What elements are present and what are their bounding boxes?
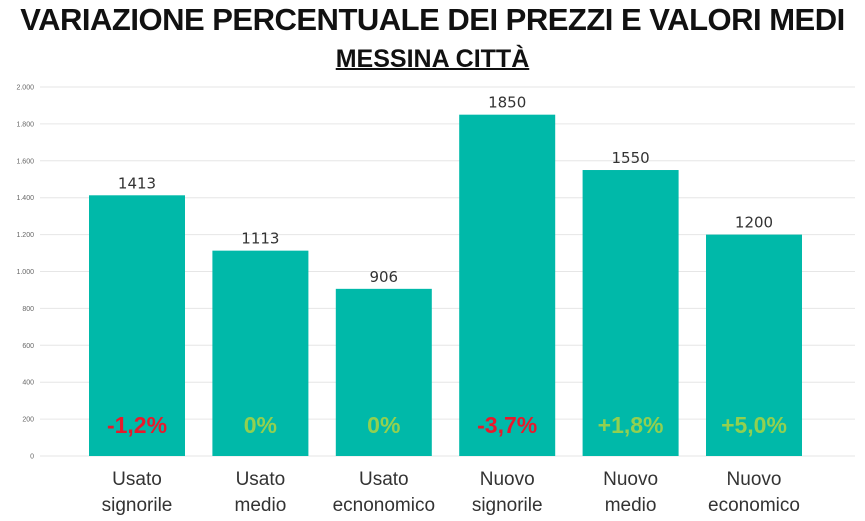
percent-change-label: -1,2% [107,412,167,438]
bar [89,195,185,456]
percent-change-label: -3,7% [477,412,537,438]
percent-change-label: 0% [367,412,400,438]
category-label: Nuovo [480,469,535,490]
y-tick-label: 400 [22,380,34,387]
y-tick-label: 2.000 [16,85,34,92]
y-tick-label: 800 [22,306,34,313]
percent-change-label: +1,8% [598,412,664,438]
data-label: 1200 [735,214,773,232]
y-tick-label: 1.000 [16,269,34,276]
category-label: Nuovo [727,469,782,490]
category-label: signorile [102,495,173,516]
y-tick-label: 600 [22,343,34,350]
data-label: 906 [369,268,398,286]
y-tick-label: 1.600 [16,158,34,165]
chart-title: VARIAZIONE PERCENTUALE DEI PREZZI E VALO… [20,2,845,37]
data-label: 1550 [612,149,650,167]
bar [335,288,432,456]
category-label: economico [708,495,800,516]
data-label: 1413 [118,174,156,192]
y-tick-label: 200 [22,417,34,424]
category-label: medio [605,495,657,516]
category-label: signorile [472,495,543,516]
y-tick-label: 0 [30,454,34,461]
y-tick-label: 1.200 [16,232,34,239]
y-tick-label: 1.400 [16,195,34,202]
chart-subtitle: MESSINA CITTÀ [335,45,530,73]
category-label: ecnonomico [333,495,435,516]
bar [459,114,556,457]
category-label: medio [235,495,287,516]
data-label: 1850 [488,94,526,112]
category-label: Usato [359,469,409,490]
bar [706,234,802,456]
percent-change-label: +5,0% [721,412,787,438]
bar [212,250,309,456]
data-label: 1113 [241,230,279,248]
y-tick-label: 1.800 [16,121,34,128]
percent-change-label: 0% [244,412,277,438]
bar [582,170,679,456]
category-label: Usato [112,469,162,490]
category-label: Nuovo [603,469,658,490]
category-label: Usato [236,469,286,490]
